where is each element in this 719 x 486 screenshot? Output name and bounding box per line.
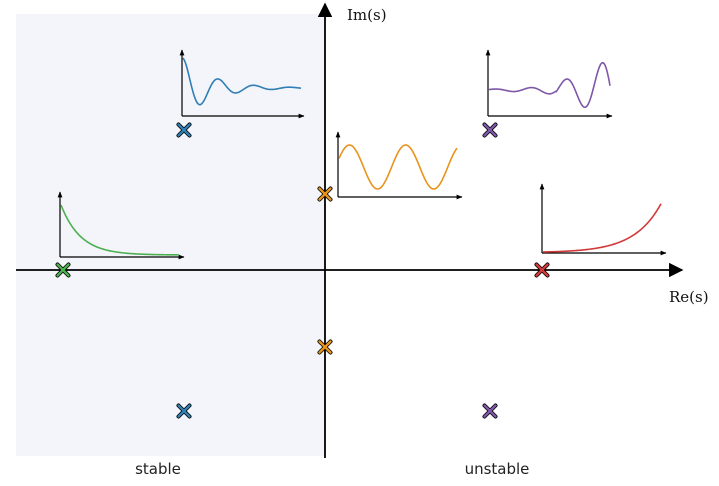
inset-growing-oscillation	[485, 49, 613, 119]
pole-oscillation-lower	[317, 339, 333, 355]
pole-oscillation-upper	[317, 186, 333, 202]
pole-damped-upper	[176, 122, 192, 138]
pole-damped-lower	[176, 403, 192, 419]
stable-region	[16, 14, 325, 456]
stable-label: stable	[135, 460, 181, 478]
response-sustained-oscillation	[338, 144, 458, 190]
inset-damped-oscillation	[179, 49, 305, 119]
response-growing-oscillation	[488, 61, 611, 109]
unstable-label: unstable	[465, 460, 530, 478]
pole-decay	[55, 262, 71, 278]
response-exponential-growth	[542, 203, 662, 253]
inset-sustained-oscillation	[335, 131, 463, 200]
response-exponential-decay	[60, 204, 180, 256]
inset-exponential-decay	[57, 191, 185, 260]
inset-exponential-growth	[539, 183, 667, 256]
imaginary-axis-label: Im(s)	[347, 6, 387, 24]
real-axis-label: Re(s)	[669, 288, 709, 306]
response-damped-oscillation	[182, 57, 302, 106]
pole-growing-oscillation-lower	[482, 403, 498, 419]
pole-growth	[534, 262, 550, 278]
pole-markers	[55, 122, 550, 419]
pole-growing-oscillation-upper	[482, 122, 498, 138]
